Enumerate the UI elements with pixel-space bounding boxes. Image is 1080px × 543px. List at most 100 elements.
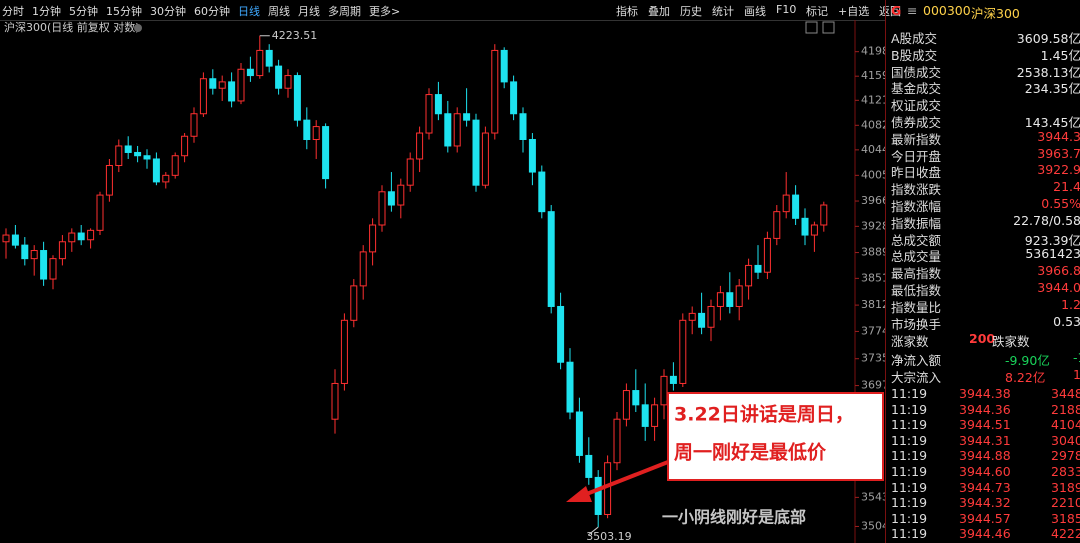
- marker-line: [587, 526, 599, 536]
- tool-button[interactable]: 标记: [806, 5, 828, 18]
- candle-body: [679, 319, 687, 384]
- counts-row: 涨家数 200 跌家数: [891, 331, 1080, 349]
- menu-icon: ≡: [907, 3, 918, 18]
- period-tab[interactable]: 周线: [268, 5, 290, 18]
- dropdown-icon[interactable]: [134, 24, 142, 32]
- candle-body: [585, 454, 593, 478]
- stat-label: 债券成交: [891, 115, 942, 130]
- candle-body: [698, 312, 706, 328]
- quote-panel: G ≡ 000300 沪深300 A股成交 3609.58亿 B股成交 1.45亿 国债成交 25…: [885, 0, 1080, 543]
- candle-body: [68, 232, 76, 243]
- candle-body: [444, 113, 452, 147]
- panel-header: G ≡ 000300 沪深300: [891, 3, 1080, 21]
- candle-body: [528, 138, 536, 173]
- tool-button[interactable]: +自选: [838, 5, 870, 18]
- period-tab[interactable]: 分时: [2, 5, 24, 18]
- stat-label: 指数涨幅: [891, 199, 942, 214]
- candle-body: [613, 418, 621, 464]
- flow-row: 净流入额 -9.90亿 -1: [891, 350, 1080, 368]
- tick-row: 11:19 3944.60 2833: [891, 464, 1080, 480]
- stat-value: 923.39亿: [1024, 232, 1080, 248]
- candle-body: [500, 49, 508, 83]
- stat-label: 指数量比: [891, 299, 942, 315]
- price: 3944.32: [959, 495, 1011, 511]
- period-tab[interactable]: 5分钟: [69, 5, 98, 18]
- label: 涨家数: [891, 334, 929, 349]
- stat-value: 143.45亿: [1024, 115, 1080, 130]
- label: 大宗流入: [891, 370, 942, 385]
- period-tab[interactable]: 1分钟: [32, 5, 61, 18]
- candle-body: [369, 224, 377, 253]
- candle-body: [660, 375, 668, 406]
- tick-row: 11:19 3944.88 2978: [891, 448, 1080, 464]
- tool-icon[interactable]: [822, 21, 835, 34]
- candle-body: [105, 165, 113, 196]
- candle-body: [209, 78, 217, 89]
- stat-label: 国债成交: [891, 64, 942, 80]
- tool-icon[interactable]: [805, 21, 818, 34]
- stat-row: 债券成交 143.45亿: [891, 112, 1080, 130]
- price: 3944.31: [959, 432, 1011, 448]
- candle-body: [2, 234, 10, 243]
- period-tab[interactable]: 日线: [238, 5, 260, 18]
- candle-body: [810, 224, 818, 236]
- stat-label: 指数涨跌: [891, 182, 942, 198]
- stat-label: 基金成交: [891, 81, 942, 97]
- candle-body: [763, 237, 771, 273]
- period-tab[interactable]: 更多>: [369, 5, 401, 18]
- candle-body: [237, 68, 245, 102]
- tool-button[interactable]: 画线: [744, 5, 766, 18]
- tool-button[interactable]: 统计: [712, 5, 734, 18]
- stat-value: 0.55%: [1041, 196, 1080, 211]
- period-tab[interactable]: 多周期: [328, 5, 361, 18]
- candle-body: [340, 319, 348, 384]
- candle-body: [735, 285, 743, 307]
- y-tick-label: 4198: [861, 45, 885, 58]
- period-tab[interactable]: 月线: [298, 5, 320, 18]
- volume: 3448: [1051, 386, 1080, 401]
- candle-body: [575, 411, 583, 456]
- price: 3944.73: [959, 479, 1011, 495]
- candle-body: [11, 234, 19, 246]
- stat-value: 3944.0: [1037, 280, 1080, 295]
- candle-body: [96, 194, 104, 231]
- stat-value: 5361423: [1025, 246, 1080, 262]
- candle-body: [547, 211, 555, 307]
- tick-row: 11:19 3944.38 3448: [891, 386, 1080, 402]
- stat-row: 指数涨跌 21.4: [891, 179, 1080, 198]
- low-label: 3503.19: [586, 530, 632, 543]
- stat-row: 国债成交 2538.13亿: [891, 62, 1080, 80]
- tool-button[interactable]: 指标: [616, 5, 638, 18]
- time: 11:19: [891, 432, 928, 448]
- tool-button[interactable]: F10: [776, 3, 797, 16]
- candle-body: [745, 264, 753, 287]
- stat-value: 234.35亿: [1024, 81, 1080, 97]
- stat-label: 市场换手: [891, 316, 942, 332]
- candle-body: [594, 476, 602, 515]
- candle-body: [190, 113, 198, 137]
- price: 3944.36: [959, 401, 1011, 417]
- price: 3944.46: [959, 526, 1011, 542]
- candle-body: [566, 361, 574, 413]
- high-label: 4223.51: [272, 29, 318, 42]
- candle-body: [115, 145, 123, 167]
- candle-body: [481, 132, 489, 186]
- candle-body: [256, 49, 264, 77]
- candle-body: [350, 285, 358, 321]
- stat-label: 昨日收盘: [891, 165, 942, 181]
- tool-button[interactable]: 历史: [680, 5, 702, 18]
- stat-label: 权证成交: [891, 98, 942, 114]
- tool-button[interactable]: 叠加: [648, 5, 670, 18]
- callout-box: [667, 392, 884, 481]
- candle-body: [397, 184, 405, 206]
- stat-value: 3944.3: [1037, 128, 1080, 144]
- period-tab[interactable]: 15分钟: [106, 5, 142, 18]
- volume: 2188: [1051, 401, 1080, 417]
- period-tab[interactable]: 30分钟: [150, 5, 186, 18]
- tool-button[interactable]: 返回: [879, 5, 901, 18]
- stat-value: 3609.58亿: [1016, 31, 1080, 46]
- period-tab[interactable]: 60分钟: [194, 5, 230, 18]
- candle-body: [754, 264, 762, 273]
- candle-body: [284, 75, 292, 89]
